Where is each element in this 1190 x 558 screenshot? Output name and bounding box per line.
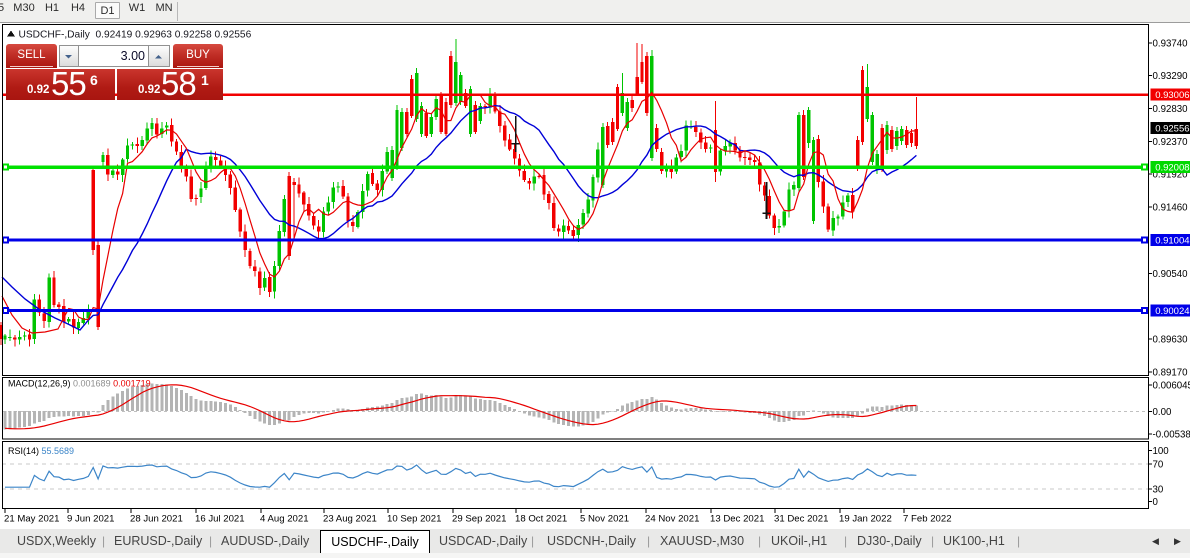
svg-text:0.93006: 0.93006 xyxy=(1155,90,1189,101)
svg-text:0.92008: 0.92008 xyxy=(1155,162,1189,173)
svg-text:0.91004: 0.91004 xyxy=(1155,236,1189,247)
svg-text:0: 0 xyxy=(1153,497,1159,508)
svg-text:0.93740: 0.93740 xyxy=(1153,39,1189,50)
svg-text:7 Feb 2022: 7 Feb 2022 xyxy=(903,514,952,525)
svg-text:9 Jun 2021: 9 Jun 2021 xyxy=(67,514,114,525)
svg-text:0.00: 0.00 xyxy=(1153,407,1172,418)
svg-text:23 Aug 2021: 23 Aug 2021 xyxy=(323,514,377,525)
svg-text:5 Nov 2021: 5 Nov 2021 xyxy=(580,514,629,525)
svg-text:0.93290: 0.93290 xyxy=(1153,71,1189,82)
svg-text:USDCHF-,Daily 0.92419 0.92963: USDCHF-,Daily 0.92419 0.92963 0.92258 0.… xyxy=(19,30,252,41)
svg-text:0.90024: 0.90024 xyxy=(1155,306,1189,317)
svg-text:0.90540: 0.90540 xyxy=(1153,269,1189,280)
svg-text:10 Sep 2021: 10 Sep 2021 xyxy=(387,514,441,525)
svg-text:0.89170: 0.89170 xyxy=(1153,368,1189,379)
svg-text:21 May 2021: 21 May 2021 xyxy=(4,514,59,525)
svg-text:70: 70 xyxy=(1153,460,1164,471)
svg-text:24 Nov 2021: 24 Nov 2021 xyxy=(645,514,699,525)
svg-text:RSI(14) 55.5689: RSI(14) 55.5689 xyxy=(8,446,74,456)
svg-text:4 Aug 2021: 4 Aug 2021 xyxy=(260,514,309,525)
svg-text:18 Oct 2021: 18 Oct 2021 xyxy=(515,514,567,525)
svg-text:13 Dec 2021: 13 Dec 2021 xyxy=(710,514,764,525)
svg-text:28 Jun 2021: 28 Jun 2021 xyxy=(130,514,183,525)
svg-text:0.92370: 0.92370 xyxy=(1153,137,1189,148)
svg-text:MACD(12,26,9) 0.001689 0.00171: MACD(12,26,9) 0.001689 0.001719 xyxy=(8,379,151,389)
svg-text:0.92556: 0.92556 xyxy=(1155,124,1189,135)
svg-text:0.92830: 0.92830 xyxy=(1153,104,1189,115)
svg-text:16 Jul 2021: 16 Jul 2021 xyxy=(195,514,245,525)
svg-text:-0.005382: -0.005382 xyxy=(1153,430,1190,441)
svg-text:19 Jan 2022: 19 Jan 2022 xyxy=(839,514,892,525)
svg-text:0.006045: 0.006045 xyxy=(1153,381,1190,392)
svg-text:31 Dec 2021: 31 Dec 2021 xyxy=(774,514,828,525)
svg-text:0.89630: 0.89630 xyxy=(1153,334,1189,345)
svg-text:100: 100 xyxy=(1153,446,1170,457)
svg-text:30: 30 xyxy=(1153,485,1164,496)
svg-text:0.91460: 0.91460 xyxy=(1153,203,1189,214)
svg-text:29 Sep 2021: 29 Sep 2021 xyxy=(452,514,506,525)
